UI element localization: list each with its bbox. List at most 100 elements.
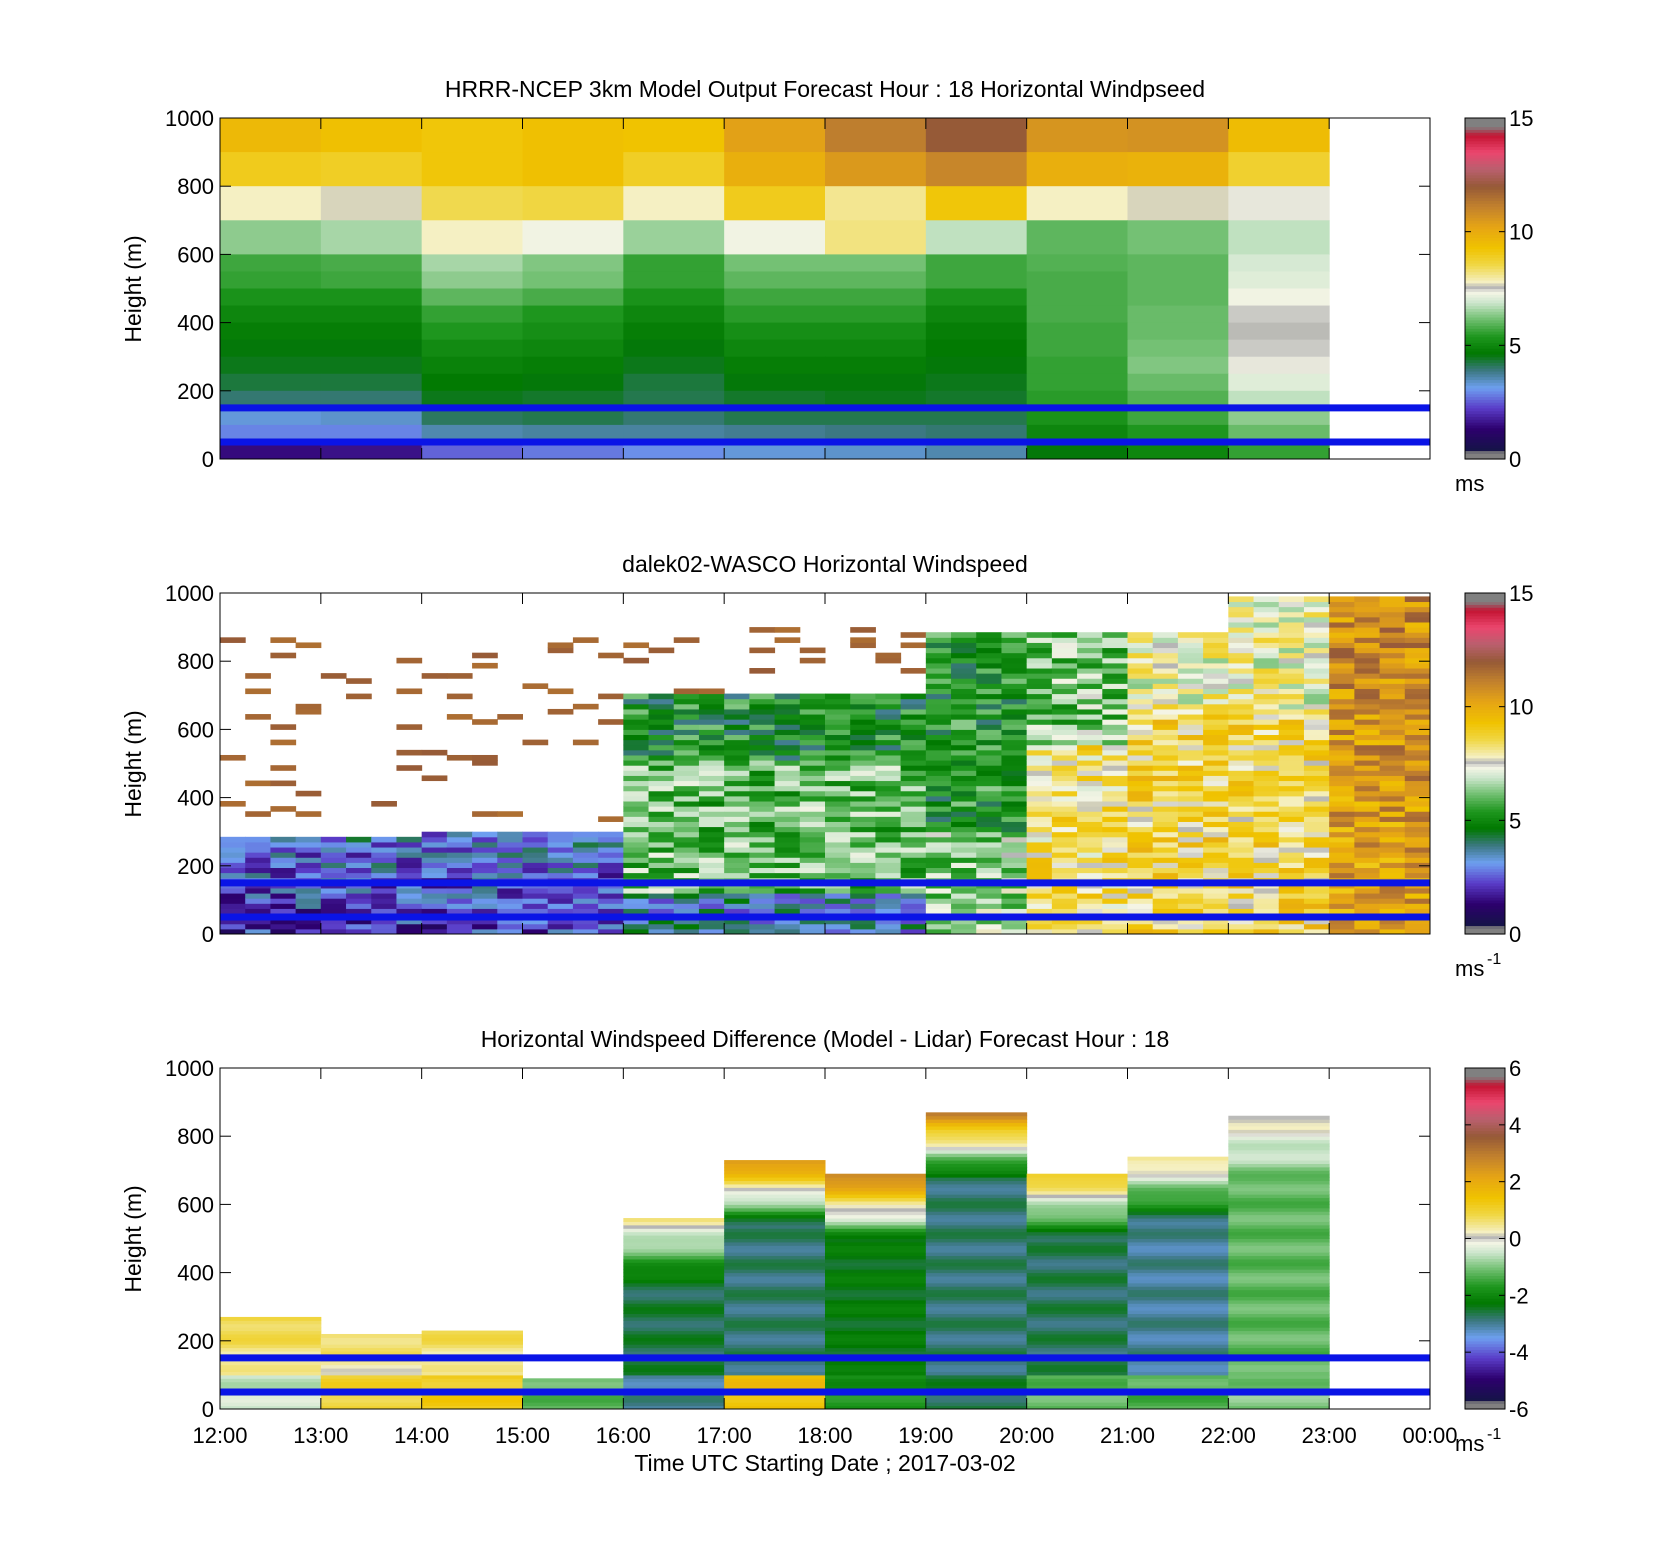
heatmap-cell: [875, 698, 902, 705]
heatmap-cell: [825, 1200, 927, 1205]
heatmap-cell: [270, 780, 297, 787]
heatmap-cell: [1127, 749, 1154, 756]
chart-title: Horizontal Windspeed Difference (Model -…: [481, 1026, 1170, 1052]
heatmap-cell: [1026, 1228, 1128, 1233]
heatmap-cell: [623, 1361, 725, 1366]
heatmap-cell: [875, 893, 902, 899]
heatmap-cell: [1026, 816, 1053, 822]
heatmap-cell: [774, 693, 801, 700]
heatmap-cell: [925, 1313, 1028, 1318]
heatmap-cell: [421, 1361, 523, 1366]
heatmap-cell: [1404, 611, 1430, 618]
heatmap-cell: [598, 898, 624, 904]
heatmap-cell: [572, 872, 599, 879]
colorbar-segment: [1465, 120, 1505, 125]
colorbar-segment: [1465, 1096, 1505, 1100]
heatmap-cell: [976, 811, 1002, 817]
heatmap-cell: [623, 1224, 725, 1229]
heatmap-cell: [220, 801, 246, 807]
colorbar-segment: [1465, 160, 1505, 165]
colorbar-segment: [1465, 854, 1505, 858]
heatmap-cell: [698, 898, 725, 904]
heatmap-cell: [951, 898, 977, 904]
heatmap-cell: [825, 780, 851, 787]
heatmap-cell: [1026, 1231, 1128, 1236]
heatmap-cell: [623, 729, 650, 736]
heatmap-cell: [648, 744, 675, 751]
heatmap-cell: [572, 918, 599, 925]
heatmap-cell: [1404, 734, 1430, 741]
heatmap-cell: [1278, 596, 1305, 603]
heatmap-cell: [270, 862, 297, 869]
heatmap-cell: [220, 1316, 322, 1321]
heatmap-cell: [724, 373, 826, 392]
heatmap-cell: [1354, 611, 1381, 618]
heatmap-cell: [1127, 847, 1154, 853]
colorbar-segment: [1465, 1127, 1505, 1132]
heatmap-cell: [925, 1282, 1028, 1287]
heatmap-cell: [900, 790, 927, 797]
heatmap-cell: [850, 806, 876, 812]
heatmap-cell: [850, 887, 876, 894]
heatmap-cell: [799, 801, 826, 807]
heatmap-cell: [1303, 729, 1330, 736]
heatmap-cell: [1026, 1340, 1128, 1345]
heatmap-cell: [1203, 847, 1229, 853]
heatmap-cell: [220, 1323, 322, 1328]
heatmap-cell: [1354, 621, 1381, 628]
heatmap-cell: [749, 918, 776, 925]
heatmap-cell: [925, 683, 952, 689]
heatmap-cell: [799, 831, 826, 838]
heatmap-cell: [724, 1276, 826, 1280]
heatmap-cell: [1354, 887, 1381, 894]
heatmap-cell: [951, 647, 977, 654]
heatmap-cell: [825, 1204, 927, 1209]
heatmap-cell: [673, 821, 700, 828]
heatmap-cell: [371, 923, 397, 930]
heatmap-cell: [1228, 441, 1330, 459]
colorbar-segment: [1465, 1085, 1505, 1089]
heatmap-cell: [850, 928, 876, 934]
heatmap-cell: [900, 801, 927, 807]
heatmap-cell: [1152, 637, 1179, 643]
heatmap-cell: [1102, 857, 1128, 863]
heatmap-cell: [270, 872, 297, 879]
heatmap-cell: [1228, 1224, 1330, 1229]
heatmap-cell: [799, 775, 826, 782]
heatmap-cell: [724, 339, 826, 358]
heatmap-cell: [724, 1228, 826, 1233]
heatmap-cell: [1127, 662, 1154, 669]
heatmap-cell: [1051, 903, 1078, 909]
heatmap-cell: [1303, 673, 1330, 679]
heatmap-cell: [1026, 1235, 1128, 1239]
heatmap-cell: [875, 734, 902, 741]
heatmap-cell: [774, 862, 801, 869]
heatmap-cell: [1051, 836, 1078, 843]
heatmap-cell: [825, 693, 851, 700]
colorbar-segment: [1465, 177, 1505, 182]
heatmap-cell: [1026, 1177, 1128, 1182]
heatmap-cell: [976, 760, 1002, 766]
heatmap-cell: [623, 836, 650, 843]
heatmap-cell: [875, 729, 902, 736]
heatmap-cell: [1026, 780, 1053, 787]
colorbar-segment: [1465, 891, 1505, 895]
colorbar-segment: [1465, 1292, 1505, 1296]
heatmap-cell: [1051, 673, 1078, 679]
heatmap-cell: [472, 836, 498, 843]
heatmap-cell: [1379, 673, 1406, 679]
heatmap-cell: [1303, 785, 1330, 792]
heatmap-cell: [598, 903, 624, 909]
heatmap-cell: [1026, 714, 1053, 720]
heatmap-cell: [1077, 637, 1103, 643]
heatmap-cell: [1077, 801, 1103, 807]
heatmap-cell: [875, 872, 902, 879]
heatmap-cell: [1354, 801, 1381, 807]
heatmap-cell: [1026, 857, 1053, 863]
heatmap-cell: [1278, 621, 1305, 628]
heatmap-cell: [371, 903, 397, 909]
heatmap-cell: [1127, 893, 1154, 899]
colorbar-segment: [1465, 803, 1505, 807]
heatmap-cell: [925, 1327, 1028, 1332]
heatmap-cell: [1253, 657, 1280, 664]
